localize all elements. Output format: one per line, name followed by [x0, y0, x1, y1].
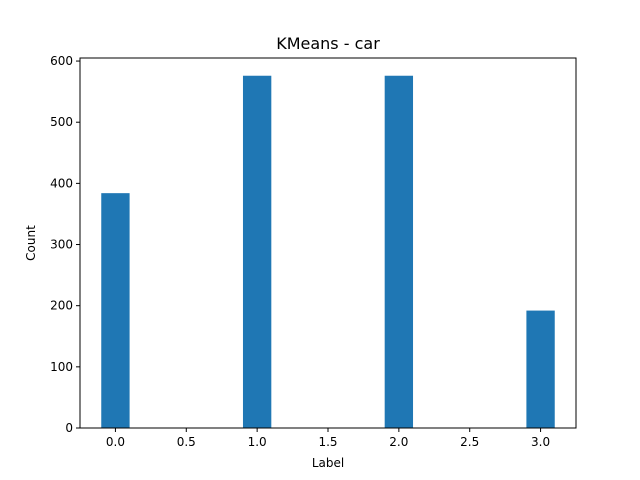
y-tick-label: 0: [65, 421, 73, 435]
x-tick-label: 1.5: [318, 435, 337, 449]
bar-2: [384, 75, 414, 428]
x-tick-label: 1.0: [248, 435, 267, 449]
y-ticks-group: 0 100 200 300 400 500 600: [50, 54, 80, 435]
x-tick-label: 2.0: [389, 435, 408, 449]
y-tick-label: 600: [50, 54, 73, 68]
chart-title: KMeans - car: [276, 34, 380, 53]
x-tick-label: 3.0: [531, 435, 550, 449]
y-tick-label: 100: [50, 360, 73, 374]
x-tick-label: 0.0: [106, 435, 125, 449]
x-tick-label: 0.5: [177, 435, 196, 449]
x-ticks-group: 0.0 0.5 1.0 1.5 2.0 2.5 3.0: [106, 428, 550, 449]
bars-group: [101, 75, 555, 428]
x-axis-label: Label: [312, 456, 344, 470]
bar-1: [242, 75, 272, 428]
y-tick-label: 300: [50, 238, 73, 252]
bar-0: [101, 193, 130, 428]
y-tick-label: 200: [50, 299, 73, 313]
y-tick-label: 500: [50, 115, 73, 129]
y-axis-label: Count: [24, 225, 38, 261]
y-tick-label: 400: [50, 176, 73, 190]
bar-3: [526, 310, 555, 428]
x-tick-label: 2.5: [460, 435, 479, 449]
